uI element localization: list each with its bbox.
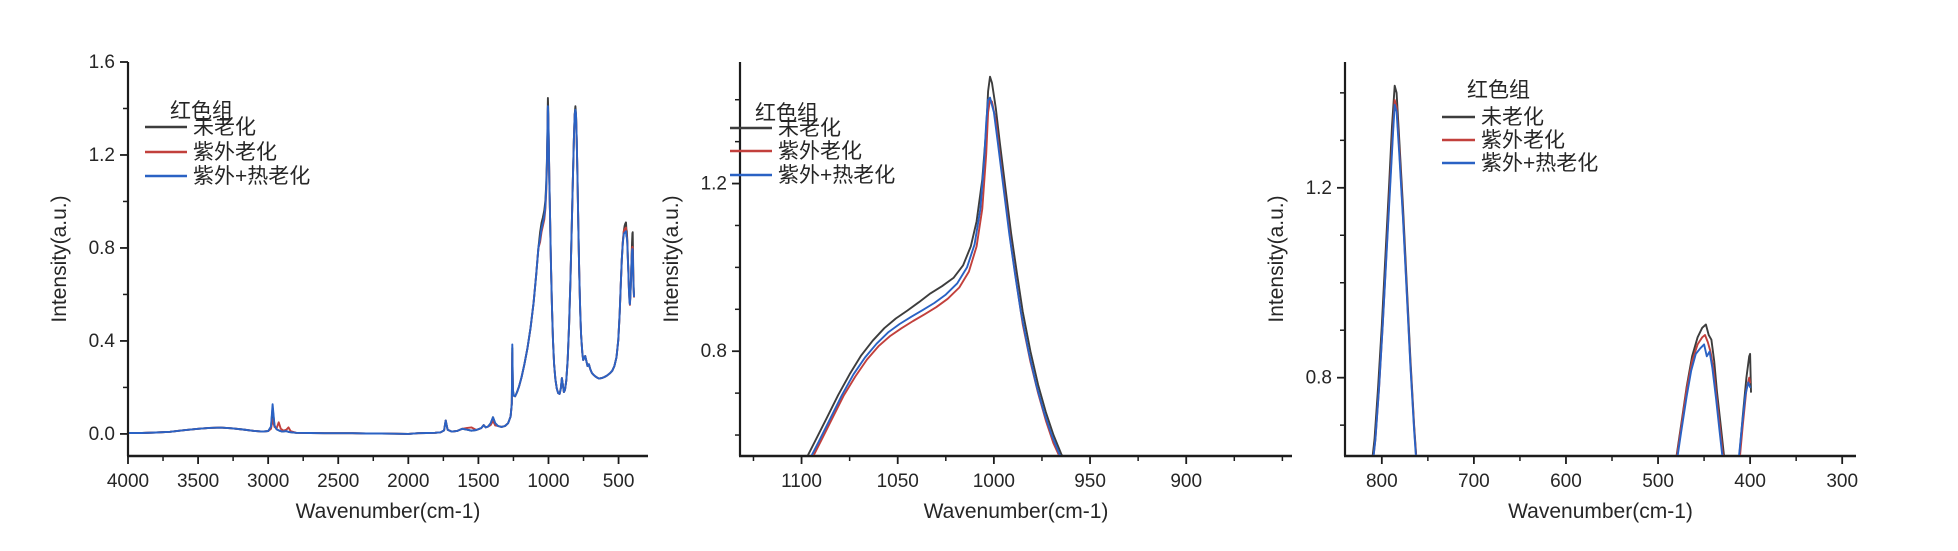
x-tick-label: 300 [1826, 471, 1858, 492]
y-tick-label: 1.6 [89, 52, 115, 73]
y-axis-label: Intensity(a.u.) [660, 195, 683, 322]
x-tick-label: 950 [1074, 471, 1106, 492]
y-tick-label: 1.2 [701, 174, 727, 195]
x-ticks: 1100 1050 1000 950 900 [752, 456, 1284, 492]
y-tick-label: 0.8 [701, 341, 727, 362]
x-ticks: 800 700 600 500 400 300 [1366, 456, 1858, 492]
y-ticks: 0.8 1.2 [1306, 92, 1345, 426]
legend-label-uv-aged: 紫外老化 [1481, 129, 1565, 152]
legend-entry-uv-heat-aged: 紫外+热老化 [145, 165, 310, 188]
legend-title: 红色组 [1467, 79, 1530, 102]
legend-entry-uv-heat-aged: 紫外+热老化 [1442, 152, 1598, 175]
curves [806, 75, 1063, 455]
x-tick-label: 900 [1170, 471, 1202, 492]
legend-entry-uv-aged: 紫外老化 [1442, 129, 1565, 152]
x-tick-label: 800 [1366, 471, 1398, 492]
y-axis-label: Intensity(a.u.) [1265, 195, 1288, 322]
x-tick-label: 700 [1458, 471, 1490, 492]
x-tick-label: 500 [1642, 471, 1674, 492]
y-tick-label: 1.2 [89, 145, 115, 166]
chart-panel-2: 1100 1050 1000 950 900 0.8 1.2 Wavenumber(cm-1)… [660, 62, 1292, 523]
curve-unaged [1371, 84, 1752, 455]
legend-entry-unaged: 未老化 [1442, 106, 1544, 129]
x-axis-label: Wavenumber(cm-1) [1508, 500, 1693, 523]
legend-label-unaged: 未老化 [1481, 106, 1544, 129]
y-tick-label: 0.0 [89, 424, 115, 445]
legend-title: 红色组 [170, 100, 233, 123]
curve-uv-heat-aged [129, 105, 635, 435]
x-tick-label: 600 [1550, 471, 1582, 492]
curves [129, 97, 635, 435]
x-tick-label: 2000 [387, 471, 429, 492]
legend-label-uv-aged: 紫外老化 [193, 141, 277, 164]
x-tick-label: 4000 [107, 471, 149, 492]
y-tick-label: 0.8 [1306, 368, 1332, 389]
x-tick-label: 1050 [877, 471, 919, 492]
y-axis-label: Intensity(a.u.) [48, 195, 71, 322]
legend-entry-uv-heat-aged: 紫外+热老化 [730, 164, 895, 187]
legend-entry-unaged: 未老化 [145, 116, 256, 139]
x-tick-label: 2500 [317, 471, 359, 492]
legend-label-uv-heat-aged: 紫外+热老化 [1481, 152, 1598, 175]
legend-label-unaged: 未老化 [778, 117, 841, 140]
x-tick-label: 1000 [527, 471, 569, 492]
x-ticks: 4000 3500 3000 2500 2000 1500 1000 500 [107, 456, 635, 492]
legend-entry-uv-aged: 紫外老化 [145, 141, 277, 164]
y-tick-label: 0.4 [89, 331, 116, 352]
x-tick-label: 1500 [457, 471, 499, 492]
x-tick-label: 400 [1734, 471, 1766, 492]
x-axis-label: Wavenumber(cm-1) [924, 500, 1109, 523]
x-tick-label: 1100 [781, 471, 822, 492]
legend-entry-unaged: 未老化 [730, 117, 841, 140]
legend-label-uv-heat-aged: 紫外+热老化 [778, 164, 895, 187]
legend-label-unaged: 未老化 [193, 116, 256, 139]
curve-uv-heat-aged [1372, 103, 1752, 455]
legend-title: 红色组 [755, 102, 818, 125]
y-tick-label: 1.2 [1306, 178, 1332, 199]
x-tick-label: 500 [603, 471, 635, 492]
y-ticks: 0.8 1.2 [701, 98, 740, 436]
curves [1371, 84, 1752, 455]
chart-panel-3: 800 700 600 500 400 300 0.8 1.2 Wavenumber(cm-1)… [1265, 62, 1858, 523]
y-tick-label: 0.8 [89, 238, 115, 259]
curve-uv-heat-aged [810, 96, 1061, 455]
x-axis-label: Wavenumber(cm-1) [296, 500, 481, 523]
chart-panel-1: 4000 3500 3000 2500 2000 1500 1000 500 0.0 0.4 0.8… [48, 52, 648, 523]
curve-unaged [806, 75, 1063, 455]
legend-entry-uv-aged: 紫外老化 [730, 140, 862, 163]
x-tick-label: 1000 [973, 471, 1015, 492]
x-tick-label: 3500 [177, 471, 219, 492]
y-ticks: 0.0 0.4 0.8 1.2 1.6 [89, 52, 128, 445]
legend-label-uv-aged: 紫外老化 [778, 140, 862, 163]
x-tick-label: 3000 [247, 471, 289, 492]
legend-label-uv-heat-aged: 紫外+热老化 [193, 165, 310, 188]
curve-uv-aged [1372, 99, 1752, 455]
